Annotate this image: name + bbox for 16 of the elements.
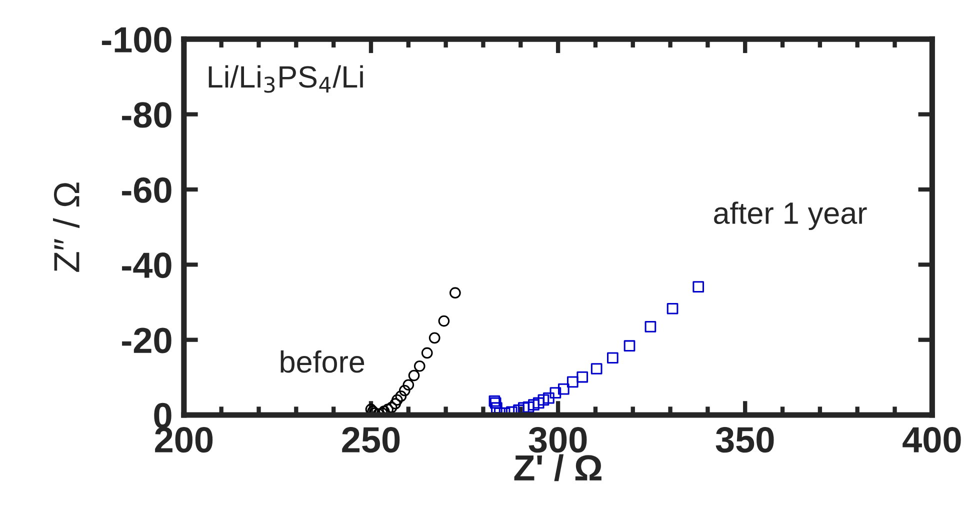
- y-tick-label: -60: [122, 177, 172, 203]
- series-label: before: [280, 350, 364, 373]
- x-tick-label: 350: [716, 427, 774, 453]
- y-tick-label: -100: [102, 27, 172, 53]
- y-tick-label: -20: [122, 328, 172, 354]
- x-axis-title: Z' / Ω: [514, 454, 602, 482]
- y-tick-label: 0: [154, 402, 172, 428]
- y-tick-label: -80: [122, 102, 172, 128]
- y-axis-title: Z″ / Ω: [52, 182, 80, 272]
- y-tick-label: -40: [122, 252, 172, 278]
- annotation: Li/Li$_{3}$PS$_{4}$/Li: [208, 65, 363, 93]
- x-tick-label: 300: [528, 427, 587, 453]
- series-label: after 1 year: [714, 202, 867, 230]
- x-tick-label: 250: [342, 427, 400, 453]
- x-tick-label: 200: [155, 427, 213, 453]
- x-tick-label: 400: [902, 427, 961, 453]
